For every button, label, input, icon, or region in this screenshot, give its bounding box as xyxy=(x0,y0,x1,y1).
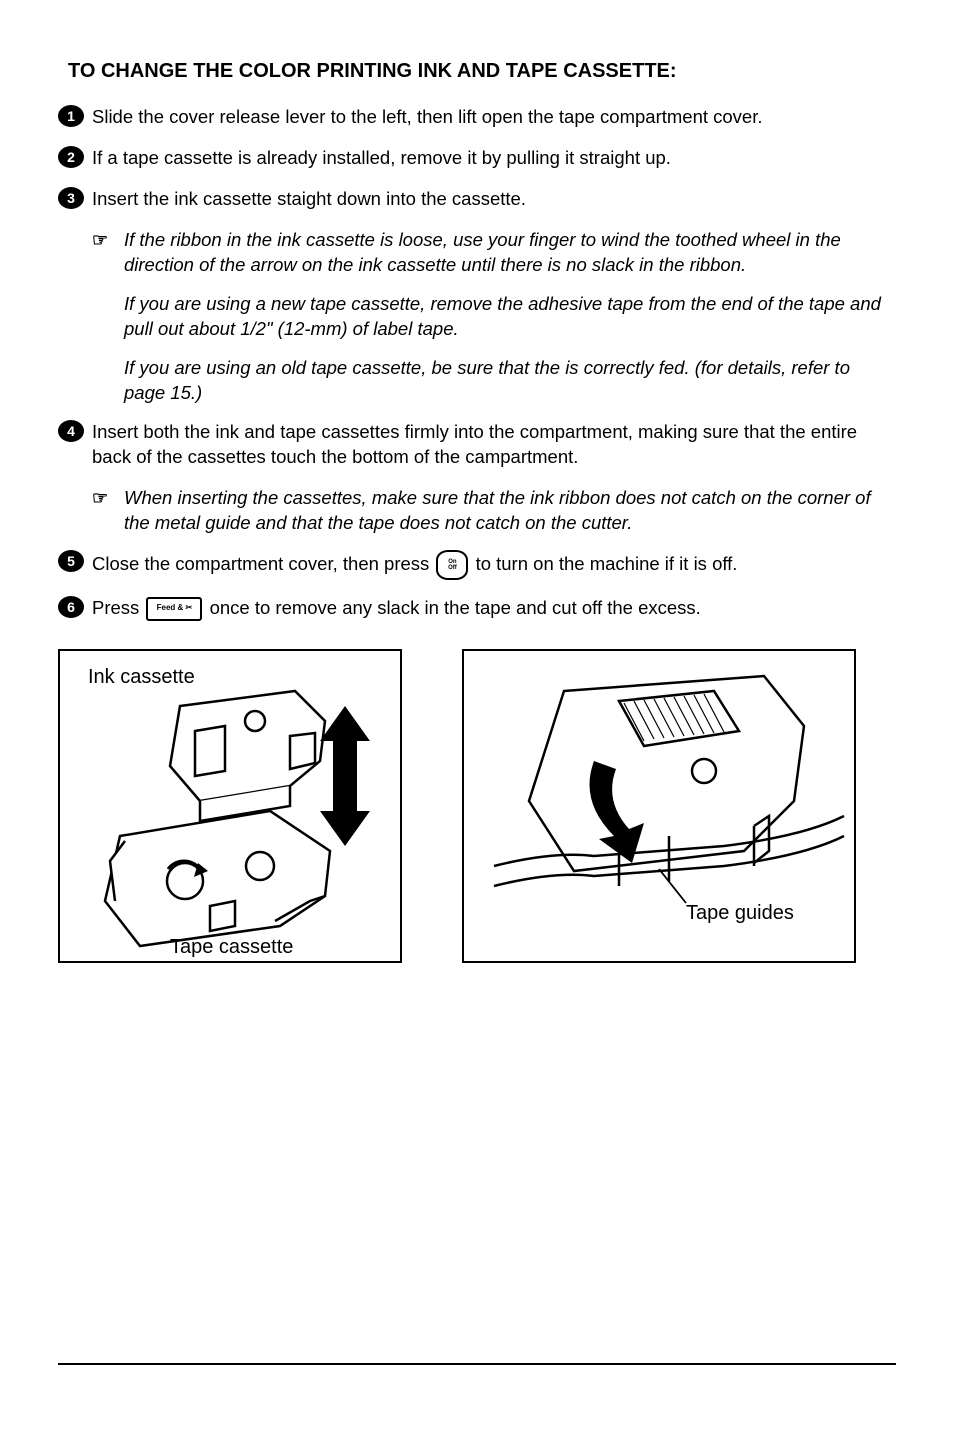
footer-rule xyxy=(58,1363,896,1365)
on-off-button-icon: On Off xyxy=(436,550,468,580)
section-title: TO CHANGE THE COLOR PRINTING INK AND TAP… xyxy=(68,60,896,83)
bullet-2: 2 xyxy=(58,146,84,168)
step-3: 3 Insert the ink cassette staight down i… xyxy=(58,187,896,212)
bullet-6: 6 xyxy=(58,596,84,618)
step-5-text-a: Close the compartment cover, then press xyxy=(92,552,434,573)
bullet-5: 5 xyxy=(58,550,84,572)
step-5-text-b: to turn on the machine if it is off. xyxy=(476,552,738,573)
step-6-text-a: Press xyxy=(92,597,144,618)
feed-cut-button-icon: Feed & ✂ xyxy=(146,597,202,621)
fig1-label-bot: Tape cassette xyxy=(170,936,293,958)
pointer-icon: ☞ xyxy=(92,486,120,510)
step-5: 5 Close the compartment cover, then pres… xyxy=(58,550,896,580)
figure-tape-guides: Tape guides xyxy=(462,649,856,963)
fig2-label: Tape guides xyxy=(686,902,794,924)
bullet-4: 4 xyxy=(58,420,84,442)
step-4: 4 Insert both the ink and tape cassettes… xyxy=(58,420,896,470)
step-2-text: If a tape cassette is already installed,… xyxy=(92,146,896,171)
off-label: Off xyxy=(448,565,457,571)
step-1: 1 Slide the cover release lever to the l… xyxy=(58,105,896,130)
step-6-text-b: once to remove any slack in the tape and… xyxy=(210,597,701,618)
step-2: 2 If a tape cassette is already installe… xyxy=(58,146,896,171)
step-1-text: Slide the cover release lever to the lef… xyxy=(92,105,896,130)
note-1-text: If the ribbon in the ink cassette is loo… xyxy=(124,228,896,278)
step-4-notes: ☞ When inserting the cassettes, make sur… xyxy=(92,486,896,536)
step-4-text: Insert both the ink and tape cassettes f… xyxy=(92,420,896,470)
note-4-text: When inserting the cassettes, make sure … xyxy=(124,486,896,536)
figure-ink-tape-cassette: Ink cassette xyxy=(58,649,402,963)
fig1-label-top: Ink cassette xyxy=(88,666,195,688)
blank-space xyxy=(58,1083,896,1363)
note-4: ☞ When inserting the cassettes, make sur… xyxy=(92,486,896,536)
page: TO CHANGE THE COLOR PRINTING INK AND TAP… xyxy=(0,0,954,1445)
bullet-1: 1 xyxy=(58,105,84,127)
bullet-3: 3 xyxy=(58,187,84,209)
note-3-text: If you are using an old tape cassette, b… xyxy=(124,356,896,406)
pointer-icon: ☞ xyxy=(92,228,120,252)
step-3-text: Insert the ink cassette staight down int… xyxy=(92,187,896,212)
step-6-text: Press Feed & ✂ once to remove any slack … xyxy=(92,596,896,621)
note-1: ☞ If the ribbon in the ink cassette is l… xyxy=(92,228,896,278)
step-5-text: Close the compartment cover, then press … xyxy=(92,550,896,580)
note-2-text: If you are using a new tape cassette, re… xyxy=(124,292,896,342)
figures-row: Ink cassette xyxy=(58,649,896,963)
step-3-notes: ☞ If the ribbon in the ink cassette is l… xyxy=(92,228,896,406)
step-6: 6 Press Feed & ✂ once to remove any slac… xyxy=(58,596,896,621)
